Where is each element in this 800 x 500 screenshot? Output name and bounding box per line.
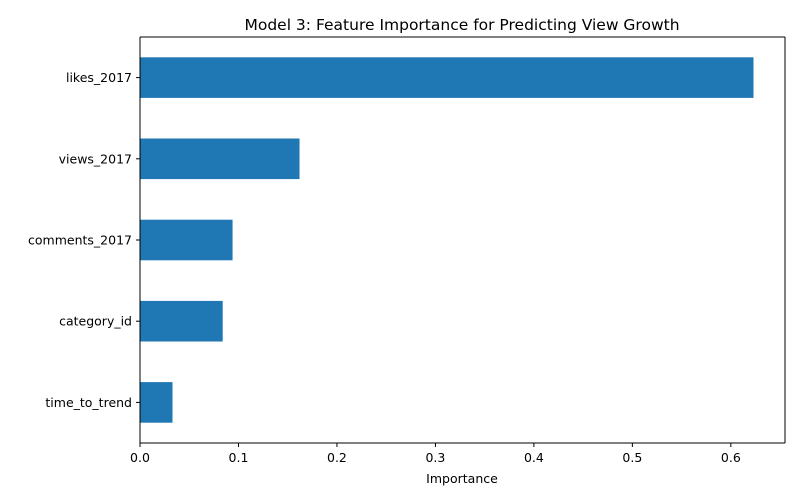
chart-title: Model 3: Feature Importance for Predicti…	[244, 16, 679, 34]
bar-views-2017	[140, 138, 300, 180]
axes-frame	[139, 36, 786, 444]
y-tick-label: comments_2017	[28, 233, 132, 248]
x-tick-label: 0.4	[524, 450, 544, 465]
y-axis-ticks: likes_2017 views_2017 comments_2017categor…	[28, 70, 140, 410]
bar-time-to-trend	[140, 382, 173, 423]
bars-group	[140, 57, 754, 423]
bar-comments-2017	[140, 219, 233, 261]
x-tick-label: 0.5	[622, 450, 642, 465]
x-axis-label: Importance	[426, 471, 498, 486]
y-tick-label: likes_2017	[66, 70, 132, 85]
y-tick-label: time_to_trend	[45, 395, 132, 410]
x-tick-label: 0.1	[229, 450, 249, 465]
x-tick-label: 0.3	[425, 450, 445, 465]
y-tick-label: views_2017	[59, 151, 132, 166]
bar-likes-2017	[140, 57, 754, 98]
x-tick-label: 0.0	[130, 450, 150, 465]
bar-category-id	[140, 300, 223, 342]
x-tick-label: 0.6	[721, 450, 741, 465]
y-tick-label: category_id	[59, 314, 132, 329]
x-tick-label: 0.2	[327, 450, 347, 465]
x-axis-ticks: 0.0 0.1 0.2 0.3 0.4 0.5 0.6	[130, 443, 741, 465]
